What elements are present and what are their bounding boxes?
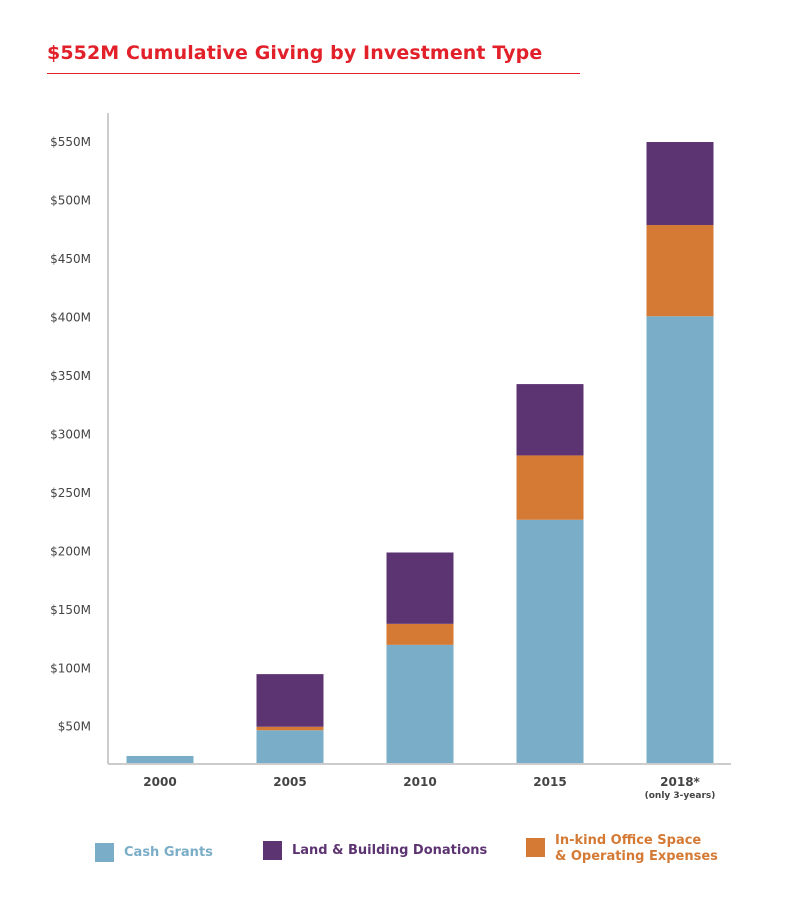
legend-label-in-kind: In-kind Office Space & Operating Expense…: [555, 833, 718, 865]
y-tick-label: $400M: [50, 310, 91, 324]
y-tick-label: $100M: [50, 661, 91, 675]
bar-cash_grants-2015: [516, 519, 584, 763]
stacked-bar-chart: $50M $100M $150M $200M $250M $300M $350M $400M $…: [50, 113, 731, 801]
bar-land_building-2010: [386, 552, 454, 624]
legend-item-in-kind: In-kind Office Space & Operating Expense…: [526, 833, 718, 865]
y-tick-label: $200M: [50, 544, 91, 558]
legend-swatch-land-building: [263, 841, 282, 860]
y-tick-label: $550M: [50, 135, 91, 149]
bar-cash_grants-2018: [646, 316, 714, 763]
bar-cash_grants-2000: [126, 755, 194, 763]
legend-item-land-building: Land & Building Donations: [263, 841, 487, 860]
legend-swatch-cash-grants: [95, 843, 114, 862]
x-tick-label: 2010: [403, 775, 436, 789]
y-tick-label: $150M: [50, 603, 91, 617]
legend-label-cash-grants: Cash Grants: [124, 845, 213, 860]
bar-cash_grants-2005: [256, 730, 324, 763]
x-tick-label: 2000: [143, 775, 176, 789]
x-tick-label: 2018*: [660, 775, 700, 789]
y-tick-label: $300M: [50, 427, 91, 441]
bar-in_kind-2010: [386, 623, 454, 645]
bar-in_kind-2015: [516, 455, 584, 520]
bar-land_building-2018: [646, 142, 714, 226]
legend-item-cash-grants: Cash Grants: [95, 843, 213, 862]
legend-swatch-in-kind: [526, 838, 545, 857]
bar-in_kind-2018: [646, 225, 714, 317]
x-tick-label: 2005: [273, 775, 306, 789]
legend-label-in-kind-line2: & Operating Expenses: [555, 849, 718, 864]
title-underline: [47, 73, 580, 74]
bar-land_building-2015: [516, 384, 584, 456]
bar-cash_grants-2010: [386, 644, 454, 763]
legend-label-in-kind-line1: In-kind Office Space: [555, 833, 702, 848]
bar-land_building-2005: [256, 674, 324, 727]
x-tick-note: (only 3-years): [645, 791, 716, 801]
y-tick-label: $350M: [50, 369, 91, 383]
y-tick-label: $500M: [50, 193, 91, 207]
y-tick-label: $450M: [50, 252, 91, 266]
chart-title: $552M Cumulative Giving by Investment Ty…: [47, 42, 543, 64]
legend-label-land-building: Land & Building Donations: [292, 843, 488, 858]
y-tick-label: $50M: [58, 720, 91, 734]
x-tick-label: 2015: [533, 775, 566, 789]
y-tick-label: $250M: [50, 486, 91, 500]
bar-in_kind-2005: [256, 726, 324, 731]
